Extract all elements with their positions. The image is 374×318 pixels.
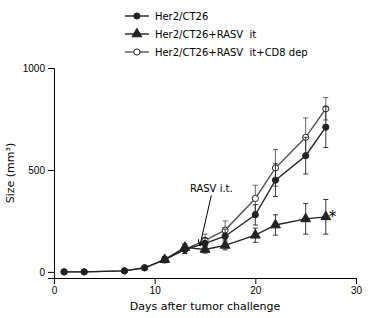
x-tick-mark: [255, 278, 256, 284]
point: [182, 246, 188, 252]
y-tick-mark: [48, 170, 54, 171]
point: [162, 257, 168, 263]
point: [121, 268, 127, 274]
point: [162, 257, 168, 263]
plot-area: [61, 98, 331, 275]
point: [202, 240, 208, 246]
y-tick-label: 0: [39, 267, 45, 278]
x-axis-title: Days after tumor challenge: [130, 300, 281, 313]
legend: Her2/CT26 Her2/CT26+RASV it Her2/CT26+RASV…: [125, 11, 308, 58]
point: [252, 195, 258, 201]
point: [61, 269, 67, 275]
series: [160, 200, 331, 263]
legend-entry: Her2/CT26+RASV it: [125, 28, 256, 39]
point: [121, 268, 127, 274]
series-line: [165, 217, 326, 260]
x-tick: 30: [351, 278, 363, 296]
series: [61, 98, 329, 275]
error-bar: [162, 257, 167, 263]
point: [142, 265, 148, 271]
annotation-text: RASV i.t.: [190, 183, 233, 194]
x-tick-label: 0: [52, 285, 58, 296]
series: [61, 107, 329, 275]
x-tick-label: 30: [351, 285, 363, 296]
y-tick-label: 500: [28, 165, 45, 176]
point: [81, 269, 87, 275]
x-axis-line: [55, 279, 357, 285]
legend-label: Her2/CT26+RASV it+CD8 dep: [155, 47, 308, 58]
point: [252, 212, 258, 218]
error-bar: [203, 238, 208, 248]
error-bar: [162, 257, 167, 262]
y-tick-mark: [48, 272, 54, 273]
x-tick-mark: [356, 278, 357, 284]
point: [303, 153, 309, 159]
point: [81, 269, 87, 275]
point: [250, 229, 260, 238]
y-axis: 0 500 1000: [23, 63, 55, 279]
point: [301, 213, 311, 222]
error-bar: [273, 164, 278, 197]
legend-label: Her2/CT26: [155, 11, 208, 22]
legend-label: Her2/CT26+RASV it: [155, 29, 256, 40]
error-bar: [223, 229, 228, 243]
annotation-marker: *: [329, 208, 337, 226]
point: [271, 219, 281, 228]
error-bar: [203, 234, 208, 246]
legend-marker: [132, 28, 142, 37]
point: [222, 233, 228, 239]
error-bar: [162, 257, 167, 263]
legend-entry: Her2/CT26+RASV it+CD8 dep: [125, 47, 308, 58]
point: [182, 246, 188, 252]
y-tick-mark: [48, 68, 54, 69]
legend-marker: [134, 13, 140, 19]
x-tick-mark: [155, 278, 156, 284]
legend-entry: Her2/CT26: [125, 11, 208, 22]
y-tick: 0: [39, 267, 54, 278]
annotation-arrow: [200, 195, 211, 245]
error-bar: [303, 137, 308, 174]
annotations: RASV i.t. *: [190, 183, 337, 245]
y-axis-line: [48, 69, 55, 279]
x-tick: 10: [150, 278, 162, 296]
y-tick: 1000: [23, 63, 54, 74]
x-tick-label: 20: [250, 285, 262, 296]
x-tick-label: 10: [150, 285, 162, 296]
series-line: [64, 127, 326, 272]
series-line: [64, 109, 326, 272]
error-bar: [182, 245, 187, 253]
point: [61, 269, 67, 275]
x-tick: 20: [250, 278, 262, 296]
point: [323, 124, 329, 130]
y-axis-title: Size (mm³): [4, 143, 17, 204]
error-bar: [253, 205, 258, 225]
point: [142, 265, 148, 271]
y-tick-label: 1000: [23, 63, 46, 74]
error-bar: [323, 107, 328, 148]
x-tick: 0: [52, 278, 58, 296]
chart: 0 10 20 30 0 500 1000 Days after tumor challeng…: [0, 0, 374, 318]
point: [272, 177, 278, 183]
legend-marker: [134, 49, 140, 55]
x-axis: 0 10 20 30: [52, 278, 363, 296]
error-bar: [182, 245, 187, 253]
y-tick: 500: [28, 165, 54, 176]
